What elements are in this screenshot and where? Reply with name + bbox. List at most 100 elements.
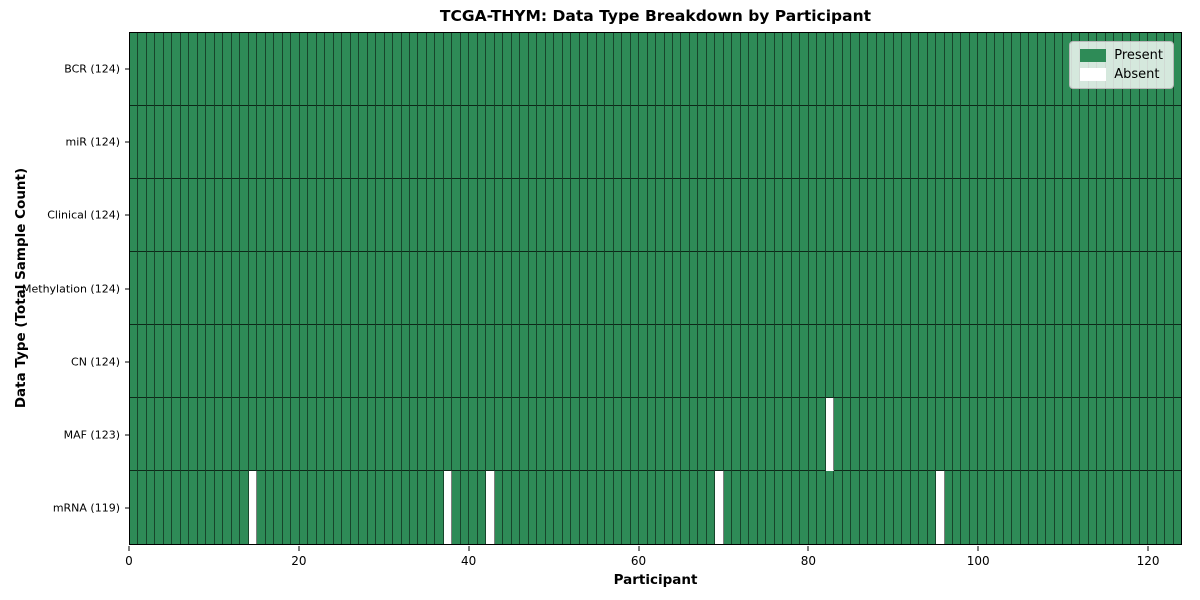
cell-present bbox=[766, 179, 775, 252]
cell-present bbox=[740, 33, 750, 106]
cell-present bbox=[986, 471, 996, 544]
cell-present bbox=[1139, 325, 1149, 398]
cell-present bbox=[231, 106, 241, 179]
cell-present bbox=[757, 325, 767, 398]
cell-present bbox=[231, 252, 241, 325]
cell-present bbox=[554, 252, 563, 325]
cell-present bbox=[146, 398, 156, 471]
cell-present bbox=[766, 106, 775, 179]
cell-present bbox=[197, 398, 207, 471]
cell-present bbox=[376, 471, 385, 544]
cell-present bbox=[172, 325, 181, 398]
cell-present bbox=[155, 325, 164, 398]
cell-present bbox=[825, 179, 835, 252]
cell-present bbox=[978, 106, 987, 179]
cell-present bbox=[477, 252, 487, 325]
cell-present bbox=[952, 252, 962, 325]
cell-present bbox=[596, 398, 606, 471]
cell-present bbox=[520, 471, 529, 544]
cell-present bbox=[240, 33, 249, 106]
cell-present bbox=[435, 33, 444, 106]
cell-present bbox=[1003, 471, 1013, 544]
cell-present bbox=[630, 325, 640, 398]
cell-present bbox=[223, 252, 232, 325]
cell-present bbox=[163, 252, 173, 325]
cell-present bbox=[316, 398, 326, 471]
cell-present bbox=[868, 471, 877, 544]
cell-present bbox=[384, 252, 394, 325]
cell-present bbox=[155, 471, 164, 544]
cell-present bbox=[1114, 179, 1123, 252]
cell-present bbox=[426, 106, 436, 179]
cell-present bbox=[528, 106, 538, 179]
cell-present bbox=[605, 252, 614, 325]
cell-present bbox=[978, 252, 987, 325]
cell-present bbox=[469, 179, 478, 252]
cell-present bbox=[197, 179, 207, 252]
x-tick-label: 0 bbox=[125, 554, 133, 568]
cell-present bbox=[376, 33, 385, 106]
cell-present bbox=[1020, 398, 1030, 471]
cell-present bbox=[774, 325, 784, 398]
cell-present bbox=[1139, 398, 1149, 471]
cell-present bbox=[986, 106, 996, 179]
cell-present bbox=[443, 106, 453, 179]
cell-present bbox=[825, 325, 835, 398]
grid-row-cn bbox=[130, 325, 1182, 398]
cell-present bbox=[443, 398, 453, 471]
cell-present bbox=[545, 252, 555, 325]
cell-present bbox=[562, 325, 572, 398]
cell-present bbox=[426, 325, 436, 398]
cell-present bbox=[927, 325, 937, 398]
cell-present bbox=[664, 252, 673, 325]
cell-present bbox=[206, 325, 215, 398]
cell-present bbox=[206, 398, 215, 471]
cell-present bbox=[791, 325, 801, 398]
cell-present bbox=[460, 471, 470, 544]
y-tick-mark bbox=[125, 68, 129, 70]
y-tick-label: CN (124) bbox=[71, 355, 120, 369]
cell-present bbox=[503, 471, 512, 544]
cell-present bbox=[308, 471, 317, 544]
y-tick-label: MAF (123) bbox=[63, 428, 120, 442]
cell-present bbox=[851, 252, 860, 325]
cell-present bbox=[944, 252, 953, 325]
cell-present bbox=[673, 179, 682, 252]
grid-row-mrna bbox=[130, 471, 1182, 544]
cell-present bbox=[749, 179, 758, 252]
cell-present bbox=[291, 398, 300, 471]
cell-present bbox=[257, 179, 266, 252]
cell-present bbox=[791, 252, 801, 325]
cell-present bbox=[257, 471, 266, 544]
cell-present bbox=[537, 471, 546, 544]
cell-present bbox=[172, 106, 181, 179]
cell-present bbox=[376, 252, 385, 325]
cell-present bbox=[146, 471, 156, 544]
cell-present bbox=[562, 106, 572, 179]
cell-present bbox=[571, 325, 580, 398]
cell-present bbox=[834, 252, 843, 325]
cell-present bbox=[1088, 179, 1098, 252]
cell-present bbox=[749, 252, 758, 325]
cell-present bbox=[1054, 252, 1064, 325]
cell-present bbox=[986, 179, 996, 252]
cell-present bbox=[265, 471, 275, 544]
cell-present bbox=[367, 106, 377, 179]
cell-present bbox=[240, 179, 249, 252]
cell-present bbox=[656, 325, 665, 398]
cell-present bbox=[562, 471, 572, 544]
cell-present bbox=[944, 33, 953, 106]
cell-present bbox=[639, 179, 648, 252]
cell-present bbox=[622, 471, 631, 544]
cell-present bbox=[469, 325, 478, 398]
cell-present bbox=[656, 398, 665, 471]
cell-present bbox=[834, 471, 843, 544]
cell-present bbox=[673, 252, 682, 325]
cell-present bbox=[1097, 325, 1106, 398]
cell-present bbox=[842, 179, 852, 252]
cell-present bbox=[656, 471, 665, 544]
cell-present bbox=[757, 106, 767, 179]
cell-present bbox=[1080, 398, 1089, 471]
cell-present bbox=[189, 252, 198, 325]
cell-present bbox=[664, 106, 673, 179]
